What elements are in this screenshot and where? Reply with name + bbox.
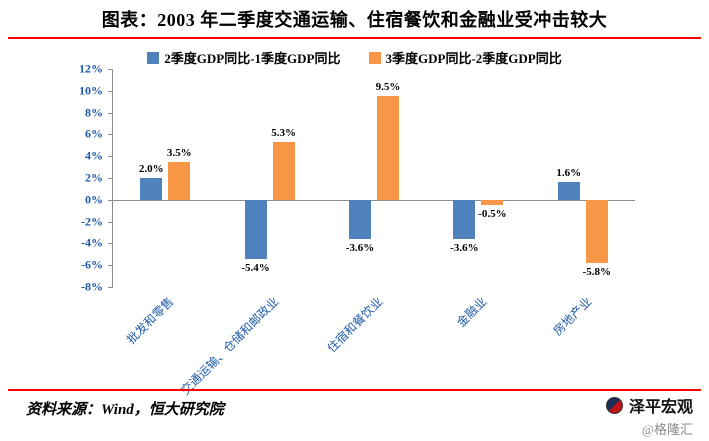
legend-label-series1: 2季度GDP同比-1季度GDP同比 [164,51,341,66]
y-tick-mark [108,112,113,114]
y-tick-label: 4% [85,148,103,163]
y-tick-mark [108,134,113,136]
y-tick-label: -8% [81,279,103,294]
zero-axis-line [113,199,635,201]
x-axis-labels: 批发和零售 交通运输、仓储和邮政业 住宿和餐饮业 金融业 房地产业 [113,287,635,397]
plot-area: 2.0% 3.5% -5.4% 5.3% -3.6% 9.5% -3.6% -0.5% 1.6%… [108,69,635,288]
title-divider [8,37,701,39]
y-tick-label: -4% [81,235,103,250]
legend-item-series1: 2季度GDP同比-1季度GDP同比 [147,48,341,67]
legend-swatch-orange [368,51,381,64]
bar-value-label: -5.8% [582,266,611,279]
watermark-text: @格隆汇 [642,422,693,437]
y-tick-mark [108,221,113,223]
y-tick-mark [108,90,113,92]
y-tick-label: 0% [85,192,103,207]
zeping-macro-logo-icon [605,396,623,414]
bar-series1-5 [557,182,580,200]
bar-series1-4 [453,199,476,240]
legend-label-series2: 3季度GDP同比-2季度GDP同比 [385,51,562,66]
category-label: 批发和零售 [124,294,177,347]
bar-value-label: 3.5% [166,146,192,159]
legend: 2季度GDP同比-1季度GDP同比 3季度GDP同比-2季度GDP同比 [0,48,709,67]
y-tick-mark [108,287,113,288]
bar-series2-5 [585,199,608,264]
y-tick-mark [108,178,113,179]
bar-value-label: -0.5% [478,208,507,221]
bar-series1-3 [349,199,371,240]
bar-series2-3 [377,96,399,200]
bar-value-label: -3.6% [450,242,479,255]
y-tick-mark [108,265,113,267]
bar-series2-1 [168,161,191,200]
y-tick-mark [108,199,113,201]
bar-value-label: 2.0% [138,163,164,175]
category-label: 金融业 [454,294,490,330]
category-label: 住宿和餐饮业 [324,294,386,356]
bar-value-label: -3.6% [345,242,375,255]
footer-divider [8,389,701,391]
bar-series1-2 [244,199,267,259]
bar-series2-2 [272,142,295,200]
bar-series1-1 [140,178,163,200]
y-tick-mark [108,243,113,245]
legend-item-series2: 3季度GDP同比-2季度GDP同比 [368,48,562,67]
brand-name: 泽平宏观 [628,399,693,416]
bar-value-label: 1.6% [556,167,582,180]
y-tick-label: -2% [81,214,103,229]
y-tick-label: 2% [85,170,103,185]
page-title: 图表：2003 年二季度交通运输、住宿餐饮和金融业受冲击较大 [101,10,608,30]
bar-value-label: 9.5% [375,81,401,94]
y-tick-label: 8% [85,105,103,120]
y-tick-label: 6% [85,126,103,141]
category-label: 房地产业 [550,294,595,339]
legend-swatch-blue [147,51,160,64]
chart-area: 12% 10% 8% 6% 4% 2% 0% -2% -4% -6% -8% 2.0% 3.5% -5.… [66,62,635,294]
y-tick-mark [108,156,113,158]
y-tick-label: -6% [81,257,103,272]
bar-value-label: 5.3% [271,127,296,140]
y-tick-label: 10% [79,83,103,98]
y-tick-label: 12% [79,61,103,76]
brand: 泽平宏观 [605,393,693,417]
y-axis: 12% 10% 8% 6% 4% 2% 0% -2% -4% -6% -8% [66,62,112,294]
category-label: 交通运输、仓储和邮政业 [177,294,281,398]
bar-series2-4 [481,199,504,206]
bar-value-label: -5.4% [241,261,270,274]
source-text: 资料来源：Wind，恒大研究院 [26,402,224,418]
y-tick-mark [108,69,113,70]
